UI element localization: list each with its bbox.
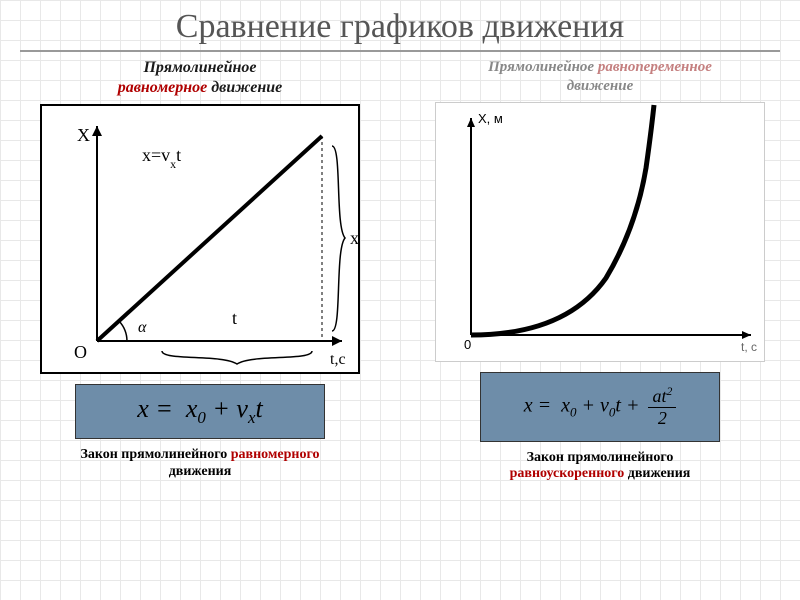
left-caption-suffix: движения	[169, 464, 232, 479]
left-equation: x = x0 + vxt	[75, 384, 325, 439]
left-y-label: X	[77, 125, 90, 145]
left-caption-red: равномерного	[231, 447, 320, 462]
svg-text:α: α	[138, 319, 147, 336]
right-caption-prefix: Закон прямолинейного	[527, 450, 674, 465]
svg-text:x: x	[350, 228, 359, 248]
left-subtitle: Прямолинейное равномерное движение	[118, 58, 282, 98]
left-subtitle-red: равномерное	[118, 79, 207, 96]
right-chart: X, м t, с 0	[435, 102, 765, 362]
eq-left-text: x = x0 + vxt	[137, 394, 262, 428]
right-origin-label: 0	[464, 337, 471, 352]
right-equation: x = x0 + v0t + at2 2	[480, 372, 720, 442]
right-subtitle-line2: движение	[567, 78, 634, 94]
right-caption: Закон прямолинейного равноускоренного дв…	[510, 450, 691, 484]
right-x-label: t, с	[741, 340, 757, 354]
left-subtitle-suffix: движение	[207, 79, 282, 96]
right-caption-red: равноускоренного	[510, 466, 625, 481]
left-eq-label: x=vxt	[142, 145, 181, 171]
right-column: Прямолинейное равнопеременное движение X…	[400, 58, 800, 483]
left-x-label: t,с	[330, 351, 346, 368]
left-subtitle-line1: Прямолинейное	[143, 59, 256, 76]
svg-text:t: t	[232, 308, 237, 328]
right-chart-svg: X, м t, с 0	[436, 103, 766, 363]
left-caption: Закон прямолинейного равномерного движен…	[80, 447, 319, 481]
right-subtitle-red: равнопеременное	[598, 59, 712, 75]
columns: Прямолинейное равномерное движение α t	[0, 58, 800, 483]
left-column: Прямолинейное равномерное движение α t	[0, 58, 400, 483]
left-chart-svg: α t x X t,с O x=vxt	[42, 106, 362, 376]
left-origin-label: O	[74, 342, 87, 362]
left-chart: α t x X t,с O x=vxt	[40, 104, 360, 374]
left-caption-prefix: Закон прямолинейного	[80, 447, 230, 462]
eq-right-text: x = x0 + v0t + at2 2	[524, 385, 677, 429]
page-title: Сравнение графиков движения	[20, 0, 780, 52]
right-subtitle-line1: Прямолинейное	[488, 59, 598, 75]
right-y-label: X, м	[478, 111, 503, 126]
right-caption-suffix: движения	[624, 466, 690, 481]
right-subtitle: Прямолинейное равнопеременное движение	[488, 58, 712, 96]
